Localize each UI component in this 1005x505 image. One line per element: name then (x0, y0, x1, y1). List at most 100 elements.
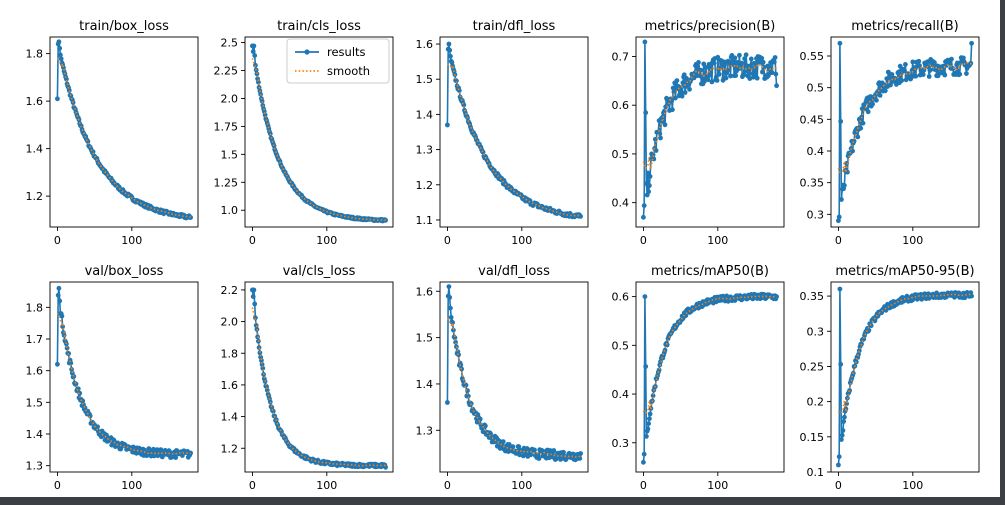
data-point (865, 109, 871, 115)
legend-smooth-label: smooth (327, 64, 370, 78)
y-tick-label: 0.25 (800, 360, 825, 373)
data-point (920, 72, 926, 77)
data-point (578, 451, 583, 456)
subplot-metrics-map50-95-b: metrics/mAP50-95(B) 0.1 0.15 0.2 0.25 0.3 0.35… (800, 264, 980, 492)
subplot-val-cls-loss: val/cls_loss 1.2 1.4 1.6 1.8 2.0 2.2 0 100 (221, 264, 394, 492)
data-point (902, 68, 907, 74)
subplot-val-dfl-loss: val/dfl_loss 1.3 1.4 1.5 1.6 0 100 (416, 264, 589, 492)
data-point (646, 189, 651, 195)
data-point (913, 73, 919, 79)
data-point (256, 79, 261, 85)
data-point (680, 80, 686, 86)
results-figure: train/box_loss 1.2 1.4 1.6 1.8 0 100 train/cls_… (0, 0, 1000, 497)
data-point (451, 327, 456, 333)
data-point (671, 89, 677, 95)
data-point (61, 332, 67, 338)
data-point (662, 347, 668, 353)
y-tick-label: 1.5 (416, 332, 434, 345)
data-point (888, 82, 893, 88)
legend-box (286, 38, 390, 84)
y-tick-label: 0.6 (612, 291, 630, 304)
data-point (645, 426, 651, 432)
x-tick-label: 0 (640, 479, 647, 492)
results-markers (641, 39, 779, 220)
data-point (732, 55, 738, 61)
data-point (645, 170, 651, 176)
x-tick-label: 0 (835, 234, 842, 247)
data-point (961, 55, 966, 61)
y-tick-label: 1.6 (416, 285, 434, 298)
data-point (643, 110, 649, 116)
data-point (759, 55, 765, 61)
results-markers (55, 39, 194, 221)
data-point (551, 448, 557, 453)
x-tick-label: 0 (835, 479, 842, 492)
plot-area (836, 40, 974, 224)
data-point (646, 421, 651, 426)
data-point (949, 56, 954, 62)
data-point (95, 424, 100, 430)
y-tick-label: 1.75 (214, 120, 239, 133)
data-point (452, 335, 458, 341)
results-line (251, 289, 387, 470)
y-tick-label: 1.2 (416, 179, 434, 192)
smooth-line (251, 307, 386, 467)
y-tick-label: 2.2 (221, 284, 239, 297)
smooth-line (642, 295, 777, 415)
data-point (899, 78, 905, 83)
results-line (837, 288, 973, 466)
data-point (877, 93, 883, 98)
smooth-line (447, 63, 581, 217)
data-point (55, 292, 61, 298)
subplot-train-cls-loss: train/cls_loss 1.0 1.25 1.5 1.75 2.0 2.25 2.5 0 1… (214, 19, 394, 247)
x-tick-label: 0 (640, 234, 647, 247)
data-point (57, 45, 63, 51)
y-tick-label: 1.4 (416, 108, 434, 121)
data-point (896, 69, 902, 75)
x-tick-label: 100 (511, 479, 532, 492)
y-tick-label: 2.0 (221, 316, 239, 329)
data-point (964, 71, 969, 76)
results-markers (445, 284, 583, 463)
y-tick-label: 0.3 (612, 437, 630, 450)
data-point (910, 59, 916, 65)
results-line (446, 286, 582, 462)
axes-frame (635, 36, 785, 228)
data-point (56, 285, 62, 291)
data-point (868, 323, 874, 329)
y-tick-label: 1.4 (26, 428, 44, 441)
y-tick-label: 0.3 (807, 325, 825, 338)
data-point (760, 69, 765, 75)
data-point (687, 86, 692, 92)
data-point (448, 315, 454, 320)
data-point (77, 390, 83, 396)
data-point (741, 72, 747, 77)
legend-results-label: results (327, 45, 366, 59)
subplot-title: metrics/recall(B) (851, 19, 958, 34)
data-point (252, 53, 258, 58)
results-markers (445, 41, 583, 220)
data-point (480, 149, 486, 155)
y-tick-label: 0.35 (800, 177, 825, 190)
data-point (684, 76, 689, 81)
y-tick-label: 1.4 (26, 143, 44, 156)
data-point (536, 456, 542, 461)
y-tick-label: 2.5 (221, 37, 239, 50)
subplot-train-dfl-loss: train/dfl_loss 1.1 1.2 1.3 1.4 1.5 1.6 0 100 (416, 19, 589, 247)
data-point (772, 55, 778, 60)
y-tick-label: 0.4 (612, 197, 630, 210)
subplot-title: val/cls_loss (283, 264, 356, 279)
y-tick-label: 1.8 (26, 48, 44, 61)
data-point (774, 83, 779, 89)
data-point (465, 393, 471, 399)
data-point (714, 78, 720, 83)
data-point (61, 65, 66, 70)
y-tick-label: 0.5 (807, 82, 825, 95)
y-tick-label: 1.4 (221, 411, 239, 424)
subplot-title: val/dfl_loss (478, 264, 550, 279)
data-point (870, 101, 875, 107)
x-tick-label: 100 (902, 479, 923, 492)
data-point (681, 72, 687, 78)
y-tick-label: 0.35 (800, 290, 825, 303)
smooth-line (446, 317, 582, 458)
